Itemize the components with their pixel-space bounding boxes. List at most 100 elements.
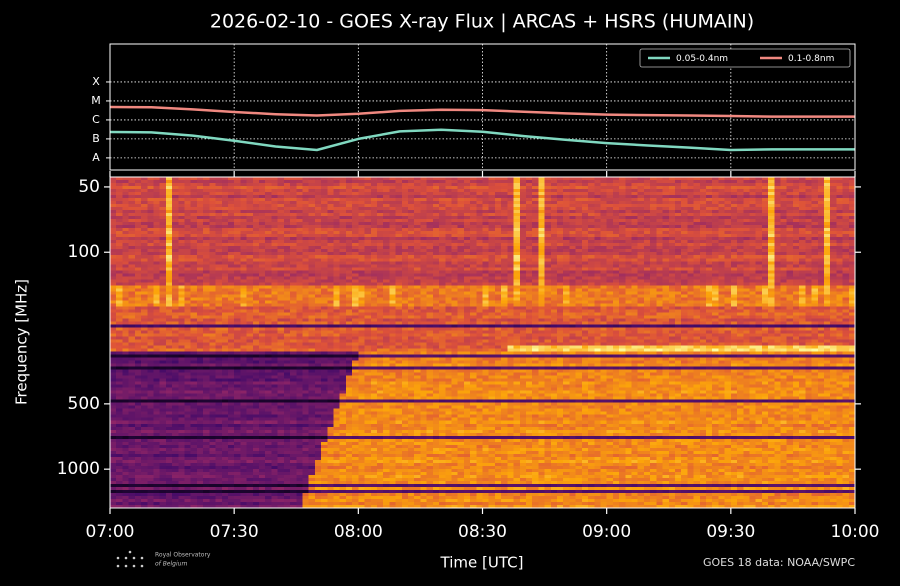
spectrogram-cell: [656, 273, 663, 276]
spectrogram-cell: [514, 297, 521, 300]
spectrogram-cell: [371, 204, 378, 207]
spectrogram-cell: [377, 252, 384, 255]
spectrogram-cell: [774, 183, 781, 186]
spectrogram-cell: [551, 288, 558, 291]
spectrogram-cell: [526, 279, 533, 282]
spectrogram-cell: [824, 237, 831, 240]
spectrogram-cell: [731, 204, 738, 207]
spectrogram-cell: [749, 270, 756, 273]
spectrogram-cell: [259, 231, 266, 234]
spectrogram-cell: [551, 180, 558, 183]
spectrogram-cell: [129, 300, 136, 303]
spectrogram-cell: [594, 183, 601, 186]
spectrogram-cell: [818, 207, 825, 210]
spectrogram-cell: [501, 294, 508, 297]
spectrogram-cell: [632, 216, 639, 219]
spectrogram-cell: [700, 234, 707, 237]
spectrogram-cell: [414, 267, 421, 270]
spectrogram-cell: [439, 231, 446, 234]
spectrogram-cell: [787, 249, 794, 252]
spectrogram-cell: [135, 249, 142, 252]
spectrogram-cell: [178, 279, 185, 282]
spectrogram-cell: [271, 258, 278, 261]
spectrogram-cell: [613, 282, 620, 285]
spectrogram-cell: [265, 189, 272, 192]
spectrogram-cell: [228, 189, 235, 192]
spectrogram-cell: [302, 225, 309, 228]
spectrogram-cell: [271, 228, 278, 231]
spectrogram-cell: [408, 231, 415, 234]
spectrogram-cell: [799, 231, 806, 234]
spectrogram-cell: [414, 216, 421, 219]
spectrogram-cell: [669, 177, 676, 180]
spectrogram-cell: [681, 279, 688, 282]
spectrogram-cell: [805, 231, 812, 234]
spectrogram-cell: [141, 297, 148, 300]
spectrogram-cell: [389, 204, 396, 207]
legend-label: 0.05-0.4nm: [676, 54, 728, 64]
spectrogram-cell: [247, 252, 254, 255]
spectrogram-cell: [389, 192, 396, 195]
spectrogram-cell: [749, 183, 756, 186]
spectrogram-cell: [389, 177, 396, 180]
spectrogram-cell: [240, 267, 247, 270]
spectrogram-cell: [265, 240, 272, 243]
spectrogram-cell: [203, 195, 210, 198]
spectrogram-cell: [625, 204, 632, 207]
spectrogram-cell: [234, 288, 241, 291]
spectrogram-cell: [569, 222, 576, 225]
spectrogram-cell: [632, 267, 639, 270]
spectrogram-cell: [663, 228, 670, 231]
spectrogram-cell: [632, 246, 639, 249]
spectrogram-cell: [222, 216, 229, 219]
spectrogram-cell: [358, 240, 365, 243]
spectrogram-cell: [551, 273, 558, 276]
spectrogram-cell: [520, 237, 527, 240]
spectrogram-cell: [470, 192, 477, 195]
spectrogram-cell: [793, 273, 800, 276]
spectrogram-cell: [520, 246, 527, 249]
spectrogram-cell: [588, 285, 595, 288]
spectrogram-cell: [110, 225, 117, 228]
spectrogram-cell: [762, 270, 769, 273]
spectrogram-cell: [588, 207, 595, 210]
spectrogram-cell: [458, 276, 465, 279]
spectrogram-cell: [520, 228, 527, 231]
spectrogram-cell: [818, 189, 825, 192]
spectrogram-cell: [402, 189, 409, 192]
spectrogram-cell: [327, 231, 334, 234]
spectrogram-cell: [153, 255, 160, 258]
spectrogram-cell: [209, 261, 216, 264]
spectrogram-cell: [576, 216, 583, 219]
spectrogram-cell: [507, 219, 514, 222]
spectrogram-cell: [737, 186, 744, 189]
spectrogram-cell: [365, 237, 372, 240]
spectrogram-cell: [427, 261, 434, 264]
spectrogram-cell: [545, 282, 552, 285]
spectrogram-cell: [849, 285, 856, 288]
spectrogram-cell: [594, 246, 601, 249]
spectrogram-cell: [700, 189, 707, 192]
spectrogram-cell: [619, 297, 626, 300]
spectrogram-cell: [483, 228, 490, 231]
spectrogram-cell: [427, 228, 434, 231]
spectrogram-cell: [420, 237, 427, 240]
spectrogram-cell: [830, 291, 837, 294]
spectrogram-cell: [799, 285, 806, 288]
spectrogram-cell: [228, 192, 235, 195]
spectrogram-cell: [725, 273, 732, 276]
spectrogram-cell: [358, 234, 365, 237]
spectrogram-cell: [656, 270, 663, 273]
spectrogram-cell: [532, 213, 539, 216]
spectrogram-cell: [520, 288, 527, 291]
spectrogram-cell: [787, 237, 794, 240]
spectrogram-cell: [675, 207, 682, 210]
spectrogram-cell: [365, 201, 372, 204]
spectrogram-cell: [495, 234, 502, 237]
spectrogram-cell: [147, 297, 154, 300]
spectrogram-cell: [352, 249, 359, 252]
spectrogram-cell: [327, 228, 334, 231]
spectrogram-cell: [141, 279, 148, 282]
spectrogram-cell: [762, 186, 769, 189]
spectrogram-cell: [681, 255, 688, 258]
